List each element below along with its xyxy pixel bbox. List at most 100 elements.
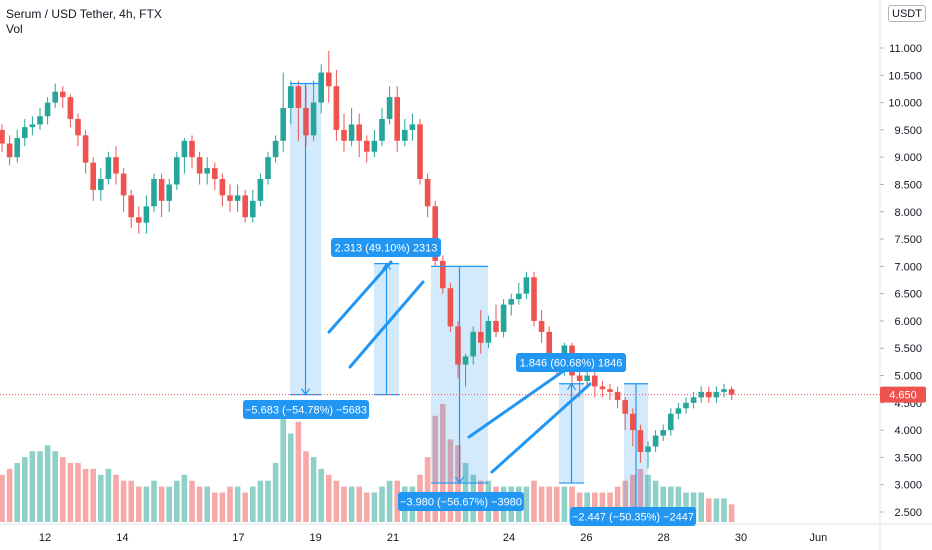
volume-bar xyxy=(143,486,150,522)
volume-bar xyxy=(98,474,104,522)
volume-bar xyxy=(6,468,13,522)
candle-body xyxy=(295,86,302,109)
candle-body xyxy=(523,277,530,294)
candle-body xyxy=(75,118,81,136)
volume-bar xyxy=(113,474,119,522)
candle-body xyxy=(242,195,248,218)
y-tick-label: 2.500 xyxy=(894,507,922,519)
volume-bar xyxy=(234,486,241,522)
volume-bar xyxy=(698,492,704,522)
volume-indicator-label[interactable]: Vol xyxy=(6,22,23,36)
y-tick-label: 6.500 xyxy=(894,289,922,301)
candle-body xyxy=(516,293,522,300)
volume-bar xyxy=(348,486,355,522)
volume-bar xyxy=(105,468,112,522)
symbol-title[interactable]: Serum / USD Tether, 4h, FTX xyxy=(6,7,162,21)
volume-bar xyxy=(189,480,195,522)
candle-body xyxy=(645,446,651,452)
volume-bar xyxy=(668,486,674,522)
candle-body xyxy=(409,124,416,130)
candle-body xyxy=(174,157,180,185)
measure-tool-arrows xyxy=(290,82,648,519)
channel-line[interactable] xyxy=(490,382,592,474)
candle-body xyxy=(98,179,104,190)
volume-bar xyxy=(569,486,575,522)
y-tick-label: 7.000 xyxy=(894,261,922,273)
volume-bar xyxy=(538,486,545,522)
candle-body xyxy=(371,140,378,152)
x-tick-label: 14 xyxy=(116,532,128,544)
volume-bar xyxy=(151,480,157,522)
price-axis[interactable]: 11.000 10.500 10.000 9.500 9.000 8.500 8.000 7.… xyxy=(880,43,922,519)
candle-body xyxy=(128,195,134,218)
volume-bar xyxy=(645,474,651,522)
volume-bar xyxy=(310,457,317,522)
volume-bar xyxy=(37,451,43,522)
candle-body xyxy=(113,157,119,174)
y-tick-label: 10.500 xyxy=(888,70,922,82)
candle-body xyxy=(250,200,256,218)
candle-body xyxy=(713,391,720,398)
volume-bar xyxy=(120,480,127,522)
volume-bar xyxy=(242,492,248,522)
candle-body xyxy=(37,116,43,125)
candle-body xyxy=(485,320,492,343)
volume-bar xyxy=(554,486,560,522)
y-tick-label: 10.000 xyxy=(888,98,922,110)
candle-body xyxy=(698,391,704,398)
volume-bar xyxy=(14,463,20,522)
volume-bar xyxy=(22,457,28,522)
time-axis[interactable]: 12 14 17 19 21 24 26 28 30 Jun xyxy=(39,532,827,544)
measure-label: −3.980 (−56.67%) −3980 xyxy=(400,497,522,509)
volume-bar xyxy=(136,486,142,522)
x-tick-label: Jun xyxy=(809,532,827,544)
volume-bar xyxy=(728,504,735,522)
candle-body xyxy=(60,91,66,98)
candle-body xyxy=(493,320,499,332)
candle-body xyxy=(90,162,96,190)
y-tick-label: 9.500 xyxy=(894,125,922,137)
candle-body xyxy=(394,97,400,141)
candle-body xyxy=(402,129,408,141)
candle-body xyxy=(219,179,226,196)
last-price-tag-bg xyxy=(880,386,926,403)
candle-body xyxy=(280,108,286,141)
y-tick-label: 11.000 xyxy=(889,43,922,55)
candle-body xyxy=(675,408,682,414)
candle-body xyxy=(660,430,666,436)
candle-body xyxy=(447,288,454,327)
candle-body xyxy=(622,400,628,414)
x-tick-label: 30 xyxy=(735,532,747,544)
volume-bar xyxy=(204,486,210,522)
candle-body xyxy=(6,143,13,158)
currency-button[interactable]: USDT xyxy=(888,5,926,22)
volume-bar xyxy=(326,474,332,522)
measure-label-bg xyxy=(570,507,696,526)
candle-body xyxy=(196,157,203,174)
x-tick-label: 26 xyxy=(580,532,592,544)
candle-body xyxy=(341,129,347,141)
candle-body xyxy=(288,86,294,109)
y-tick-label: 3.500 xyxy=(894,452,922,464)
volume-bar xyxy=(721,498,727,522)
candle-body xyxy=(189,140,195,158)
volume-bar xyxy=(288,433,294,522)
volume-bar xyxy=(432,415,438,522)
candle-body xyxy=(683,402,689,409)
candle-body xyxy=(668,413,674,431)
candle-body xyxy=(531,277,537,321)
volume-bar xyxy=(630,474,636,522)
volume-bar xyxy=(250,486,256,522)
volume-bar xyxy=(706,498,712,522)
measure-label: −5.683 (−54.78%) −5683 xyxy=(245,405,367,417)
volume-bar xyxy=(272,463,279,522)
y-tick-label: 7.500 xyxy=(894,234,922,246)
channel-line[interactable] xyxy=(327,260,393,334)
candle-body xyxy=(29,124,36,128)
candle-body xyxy=(326,72,332,87)
measure-arrow-head xyxy=(382,262,391,270)
candle-body xyxy=(356,124,362,141)
measure-label: −2.447 (−50.35%) −2447 xyxy=(572,512,694,524)
candle-body xyxy=(120,173,127,196)
